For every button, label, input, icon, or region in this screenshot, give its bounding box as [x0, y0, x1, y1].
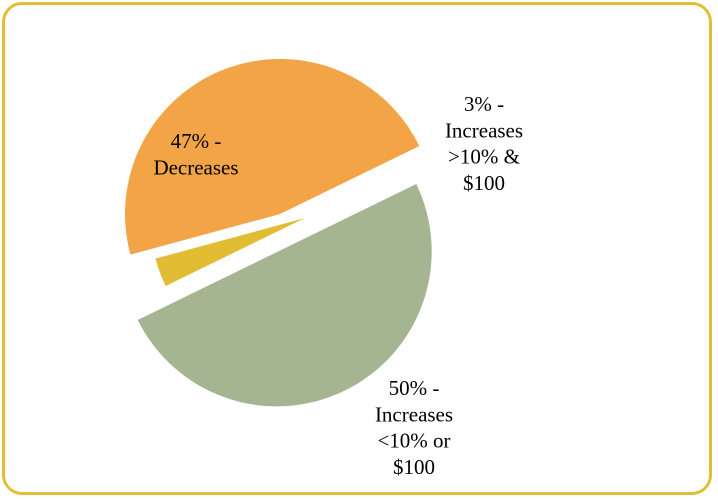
label-line: 47% - [171, 129, 222, 153]
label-line: 50% - [389, 376, 440, 400]
slice-decreases [124, 58, 420, 255]
label-decreases: 47% -Decreases [153, 129, 238, 179]
pie-slices [124, 58, 432, 407]
label-line: $100 [463, 171, 505, 195]
label-line: >10% & [448, 145, 520, 169]
label-line: 3% - [464, 92, 504, 116]
label-increases-under-10: 50% -Increases <10% or $100 [375, 376, 453, 479]
slice-increases-under-10 [137, 184, 432, 407]
slice-increases-over-10 [155, 218, 305, 286]
label-line: <10% or [377, 429, 450, 453]
label-line: Increases [375, 402, 453, 426]
label-line: $100 [393, 455, 435, 479]
label-line: Decreases [153, 155, 238, 179]
label-line: Increases [445, 118, 523, 142]
label-increases-over-10: 3% -Increases >10% & $100 [445, 92, 523, 195]
